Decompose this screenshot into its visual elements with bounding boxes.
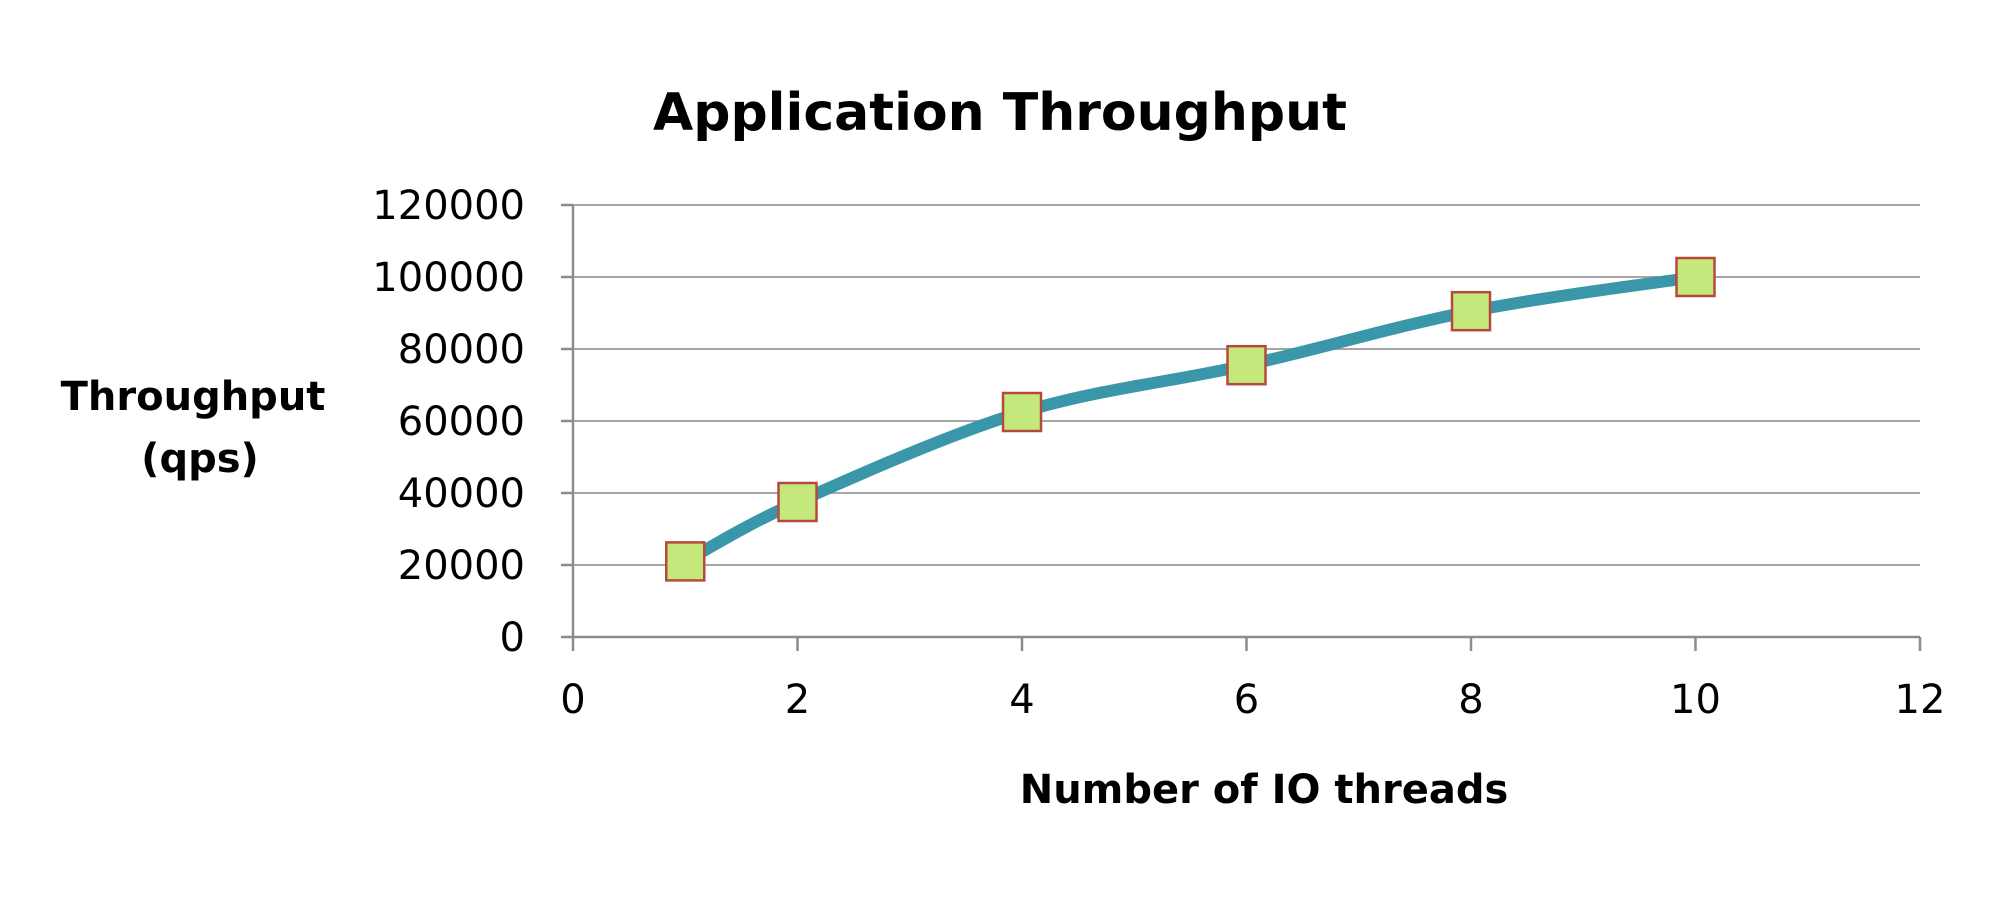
data-point-4 [1001,391,1043,433]
y-tick-label-20000: 20000 [398,543,525,589]
series [665,256,1716,582]
chart-title: Application Throughput [653,83,1347,143]
data-point-10 [1675,256,1716,298]
x-tick-label-8: 8 [1458,677,1483,723]
data-point-6 [1226,344,1267,386]
x-tick-labels: 0 2 4 6 8 10 12 [560,677,1945,723]
x-tick-label-2: 2 [785,677,810,723]
series-line-0 [679,271,1702,568]
y-tick-label-60000: 60000 [398,399,525,445]
x-axis-label: Number of IO threads [1020,767,1509,813]
y-tick-labels: 0 20000 40000 60000 80000 100000 120000 [372,183,525,661]
data-point-2 [777,481,818,523]
data-point-8 [1450,290,1492,332]
y-axis-label-line-2: (qps) [141,436,259,482]
x-tick-label-6: 6 [1234,677,1259,723]
x-tick-label-4: 4 [1009,677,1034,723]
y-tick-label-120000: 120000 [372,183,525,229]
axes [561,203,1922,651]
y-tick-label-0: 0 [500,615,525,661]
x-tick-label-12: 12 [1895,677,1946,723]
x-tick-label-0: 0 [560,677,585,723]
y-tick-label-100000: 100000 [372,255,525,301]
y-axis-label: Throughput (qps) [61,374,340,482]
data-point-1 [665,541,706,582]
y-tick-label-80000: 80000 [398,327,525,373]
y-tick-label-40000: 40000 [398,471,525,517]
y-axis-label-line-1: Throughput [61,374,326,420]
x-tick-label-10: 10 [1670,677,1721,723]
